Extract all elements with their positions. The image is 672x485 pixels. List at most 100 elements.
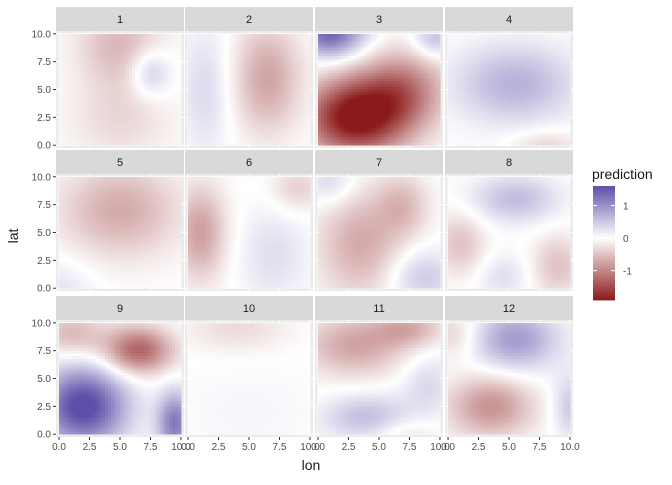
heatmap-cell <box>175 39 178 42</box>
heatmap-cell <box>416 106 419 109</box>
heatmap-cell <box>327 115 330 118</box>
heatmap-cell <box>108 84 111 87</box>
heatmap-cell <box>422 81 425 84</box>
heatmap-cell <box>379 70 382 73</box>
heatmap-cell <box>96 84 99 87</box>
heatmap-cell <box>59 137 62 140</box>
heatmap-cell <box>295 117 298 120</box>
heatmap-cell <box>74 120 77 123</box>
heatmap-cell <box>108 73 111 76</box>
heatmap-cell <box>86 98 89 101</box>
heatmap-cell <box>252 117 255 120</box>
heatmap-cell <box>166 92 169 95</box>
heatmap-cell <box>307 109 310 112</box>
heatmap-cell <box>267 129 270 132</box>
heatmap-cell <box>163 39 166 42</box>
heatmap-cell <box>339 112 342 115</box>
heatmap-cell <box>270 78 273 81</box>
heatmap-cell <box>209 37 212 40</box>
heatmap-cell <box>105 42 108 45</box>
heatmap-cell <box>494 34 497 37</box>
heatmap-cell <box>59 59 62 62</box>
heatmap-cell <box>105 103 108 106</box>
heatmap-cell <box>74 123 77 126</box>
heatmap-cell <box>102 140 105 143</box>
heatmap-cell <box>379 39 382 42</box>
heatmap-cell <box>264 129 267 132</box>
heatmap-cell <box>83 48 86 51</box>
heatmap-cell <box>141 131 144 134</box>
heatmap-cell <box>240 120 243 123</box>
heatmap-cell <box>93 76 96 79</box>
heatmap-cell <box>252 140 255 143</box>
heatmap-cell <box>286 92 289 95</box>
heatmap-cell <box>261 51 264 54</box>
heatmap-cell <box>240 134 243 137</box>
heatmap-cell <box>370 123 373 126</box>
heatmap-cell <box>68 134 71 137</box>
heatmap-cell <box>222 45 225 48</box>
heatmap-cell <box>406 34 409 37</box>
heatmap-cell <box>416 76 419 79</box>
heatmap-cell <box>129 120 132 123</box>
heatmap-cell <box>261 115 264 118</box>
heatmap-cell <box>147 76 150 79</box>
heatmap-cell <box>99 84 102 87</box>
heatmap-cell <box>68 70 71 73</box>
heatmap-cell <box>289 112 292 115</box>
heatmap-cell <box>361 76 364 79</box>
heatmap-cell <box>279 106 282 109</box>
heatmap-cell <box>123 120 126 123</box>
heatmap-cell <box>279 131 282 134</box>
heatmap-cell <box>307 64 310 67</box>
heatmap-cell <box>261 109 264 112</box>
heatmap-cell <box>267 76 270 79</box>
heatmap-cell <box>150 51 153 54</box>
heatmap-cell <box>77 126 80 129</box>
heatmap-cell <box>301 98 304 101</box>
heatmap-cell <box>108 37 111 40</box>
heatmap-cell <box>157 59 160 62</box>
heatmap-cell <box>434 123 437 126</box>
heatmap-cell <box>80 106 83 109</box>
heatmap-cell <box>394 59 397 62</box>
heatmap-cell <box>83 73 86 76</box>
heatmap-cell <box>352 126 355 129</box>
heatmap-cell <box>222 62 225 65</box>
heatmap-cell <box>258 53 261 56</box>
heatmap-cell <box>117 78 120 81</box>
heatmap-cell <box>74 64 77 67</box>
heatmap-cell <box>406 112 409 115</box>
heatmap-cell <box>71 140 74 143</box>
heatmap-cell <box>283 103 286 106</box>
heatmap-cell <box>237 51 240 54</box>
heatmap-cell <box>289 103 292 106</box>
heatmap-cell <box>298 53 301 56</box>
heatmap-cell <box>286 64 289 67</box>
heatmap-cell <box>166 137 169 140</box>
heatmap-cell <box>249 115 252 118</box>
heatmap-cell <box>324 140 327 143</box>
heatmap-cell <box>394 39 397 42</box>
heatmap-cell <box>324 42 327 45</box>
heatmap-cell <box>108 109 111 112</box>
heatmap-cell <box>506 39 509 42</box>
heatmap-cell <box>428 42 431 45</box>
heatmap-cell <box>191 123 194 126</box>
heatmap-cell <box>391 84 394 87</box>
heatmap-cell <box>105 84 108 87</box>
heatmap-cell <box>147 59 150 62</box>
heatmap-cell <box>80 78 83 81</box>
heatmap-cell <box>327 37 330 40</box>
heatmap-cell <box>243 98 246 101</box>
heatmap-cell <box>307 76 310 79</box>
heatmap-cell <box>240 115 243 118</box>
heatmap-cell <box>62 126 65 129</box>
heatmap-cell <box>160 137 163 140</box>
heatmap-cell <box>117 48 120 51</box>
heatmap-cell <box>364 115 367 118</box>
heatmap-cell <box>129 67 132 70</box>
heatmap-cell <box>397 42 400 45</box>
heatmap-cell <box>246 78 249 81</box>
heatmap-cell <box>400 42 403 45</box>
